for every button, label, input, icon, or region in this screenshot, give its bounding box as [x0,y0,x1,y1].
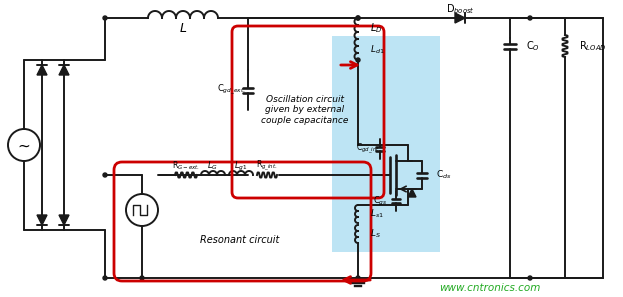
Circle shape [356,58,360,62]
Circle shape [356,16,360,20]
Text: Resonant circuit: Resonant circuit [201,235,280,245]
Text: R$_{g\_int.}$: R$_{g\_int.}$ [256,159,278,173]
Circle shape [103,16,107,20]
Polygon shape [455,13,465,23]
Text: C$_O$: C$_O$ [526,39,540,53]
Text: C$_{gs}$: C$_{gs}$ [373,195,388,208]
Text: L$_G$: L$_G$ [207,160,219,172]
Text: L$_{g1}$: L$_{g1}$ [234,159,248,173]
Polygon shape [37,215,47,225]
Circle shape [103,276,107,280]
Circle shape [103,173,107,177]
Text: L$_D$: L$_D$ [370,22,383,35]
Text: R$_{G-ext.}$: R$_{G-ext.}$ [172,160,200,172]
Polygon shape [408,189,416,197]
Circle shape [356,16,360,20]
Text: R$_{LOAD}$: R$_{LOAD}$ [579,39,607,53]
Text: C$_{gd\_ext.}$: C$_{gd\_ext.}$ [217,83,245,97]
Text: Oscillation circuit
given by external
couple capacitance: Oscillation circuit given by external co… [261,95,349,125]
Text: L$_S$: L$_S$ [370,228,381,240]
Circle shape [356,276,360,280]
Polygon shape [59,65,69,75]
Polygon shape [59,215,69,225]
Text: C$_{ds}$: C$_{ds}$ [436,169,452,181]
Text: L$_{s1}$: L$_{s1}$ [370,208,384,220]
Text: C$_{gd\_int}$: C$_{gd\_int}$ [356,142,380,156]
Text: L: L [179,23,186,36]
Text: www.cntronics.com: www.cntronics.com [439,283,541,293]
Circle shape [140,276,144,280]
Polygon shape [37,65,47,75]
Text: L$_{d1}$: L$_{d1}$ [370,43,384,56]
Text: D$_{boost}$: D$_{boost}$ [445,2,474,16]
Circle shape [528,16,532,20]
Circle shape [528,276,532,280]
Text: ~: ~ [17,138,31,154]
Bar [332,36,440,252]
